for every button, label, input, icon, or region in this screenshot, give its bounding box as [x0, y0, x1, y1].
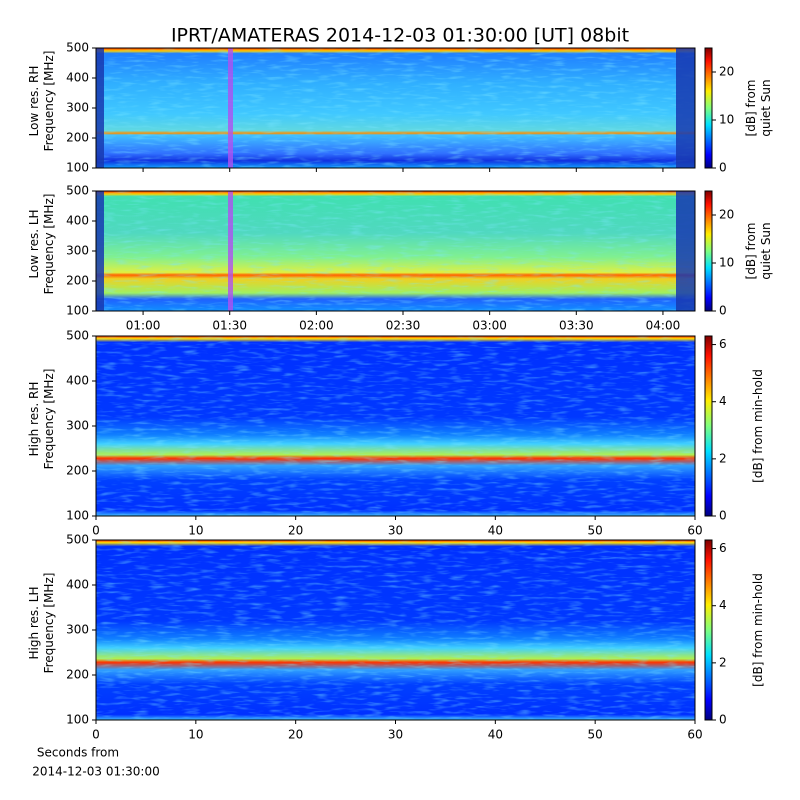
- y-tick-label: 300: [66, 101, 89, 115]
- x-tick-label: 60: [687, 524, 702, 538]
- y-tick-label: 400: [66, 214, 89, 228]
- x-tick-label: 02:00: [299, 319, 334, 333]
- axis-label-line: [dB] from min-hold: [751, 573, 765, 687]
- axis-label-line: High res. RH: [27, 382, 41, 457]
- axis-label-line: Frequency [MHz]: [42, 51, 56, 152]
- axis-label: Low res. RHFrequency [MHz]: [27, 51, 56, 152]
- x-tick-label: 20: [288, 728, 303, 742]
- x-tick-label: 03:00: [472, 319, 507, 333]
- x-tick-label: 04:00: [646, 319, 681, 333]
- axis-label-line: High res. LH: [27, 586, 41, 659]
- interval-marker: [228, 48, 233, 168]
- x-tick-label: 0: [92, 728, 100, 742]
- x-tick-label: 40: [488, 728, 503, 742]
- y-tick-label: 300: [66, 623, 89, 637]
- y-tick-label: 300: [66, 244, 89, 258]
- colorbar-tick-label: 10: [719, 256, 734, 270]
- x-tick-label: 30: [388, 728, 403, 742]
- colorbar-tick-label: 4: [719, 598, 727, 612]
- x-tick-label: 10: [188, 524, 203, 538]
- axis-label-line: Low res. LH: [27, 209, 41, 278]
- axis-label-line: quiet Sun: [759, 222, 773, 279]
- colorbar-tick-label: 2: [719, 451, 727, 465]
- colorbar: [704, 47, 713, 169]
- x-tick-label: 10: [188, 728, 203, 742]
- edge-strip: [676, 191, 695, 311]
- y-tick-label: 200: [66, 668, 89, 682]
- colorbar-tick-label: 0: [719, 161, 727, 175]
- y-tick-label: 400: [66, 578, 89, 592]
- axis-label: High res. LHFrequency [MHz]: [27, 573, 56, 674]
- colorbar: [704, 190, 713, 312]
- colorbar-tick-label: 0: [719, 713, 727, 727]
- y-tick-label: 100: [66, 713, 89, 727]
- axis-label: [dB] from min-hold: [751, 573, 765, 687]
- edge-strip: [96, 191, 104, 311]
- y-tick-label: 200: [66, 274, 89, 288]
- edge-strip: [676, 48, 695, 168]
- axis-label: Low res. LHFrequency [MHz]: [27, 194, 56, 295]
- axis-label: [dB] fromquiet Sun: [744, 79, 773, 136]
- colorbar-tick-label: 20: [719, 65, 734, 79]
- spectrogram-texture: [96, 48, 695, 168]
- x-tick-label: 50: [588, 524, 603, 538]
- colorbar-tick-label: 6: [719, 337, 727, 351]
- x-tick-label: 20: [288, 524, 303, 538]
- colorbar-tick-label: 0: [719, 509, 727, 523]
- x-tick-label: 01:00: [126, 319, 161, 333]
- axis-label-line: [dB] from: [744, 80, 758, 137]
- interval-marker: [228, 191, 233, 311]
- y-tick-label: 500: [66, 184, 89, 198]
- y-tick-label: 200: [66, 131, 89, 145]
- axis-label-line: Frequency [MHz]: [42, 194, 56, 295]
- y-tick-label: 400: [66, 71, 89, 85]
- edge-strip: [96, 48, 104, 168]
- x-axis-label: 2014-12-03 01:30:00: [32, 765, 159, 779]
- spectrogram-texture: [96, 336, 695, 516]
- axis-label-line: [dB] from min-hold: [751, 369, 765, 483]
- axis-label-line: [dB] from: [744, 223, 758, 280]
- spectrogram-texture: [96, 540, 695, 720]
- axis-label-line: Low res. RH: [27, 66, 41, 137]
- x-tick-label: 60: [687, 728, 702, 742]
- x-axis-label: Seconds from: [37, 746, 119, 760]
- colorbar-tick-label: 4: [719, 394, 727, 408]
- colorbar-tick-label: 0: [719, 304, 727, 318]
- y-tick-label: 500: [66, 329, 89, 343]
- y-tick-label: 100: [66, 161, 89, 175]
- colorbar-tick-label: 2: [719, 655, 727, 669]
- colorbar-tick-label: 10: [719, 113, 734, 127]
- x-tick-label: 50: [588, 728, 603, 742]
- axis-label: [dB] from min-hold: [751, 369, 765, 483]
- y-tick-label: 300: [66, 419, 89, 433]
- colorbar: [704, 335, 713, 517]
- y-tick-label: 400: [66, 374, 89, 388]
- axis-label-line: Frequency [MHz]: [42, 573, 56, 674]
- spectrogram-texture: [96, 191, 695, 311]
- x-tick-label: 0: [92, 524, 100, 538]
- axis-label-line: Frequency [MHz]: [42, 369, 56, 470]
- x-tick-label: 03:30: [559, 319, 594, 333]
- y-tick-label: 200: [66, 464, 89, 478]
- colorbar: [704, 539, 713, 721]
- chart-title: IPRT/AMATERAS 2014-12-03 01:30:00 [UT] 0…: [171, 25, 629, 47]
- axis-label: High res. RHFrequency [MHz]: [27, 369, 56, 470]
- colorbar-tick-label: 6: [719, 541, 727, 555]
- x-tick-label: 40: [488, 524, 503, 538]
- axis-label-line: quiet Sun: [759, 79, 773, 136]
- colorbar-tick-label: 20: [719, 208, 734, 222]
- y-tick-label: 100: [66, 304, 89, 318]
- axis-label: [dB] fromquiet Sun: [744, 222, 773, 279]
- x-tick-label: 30: [388, 524, 403, 538]
- x-tick-label: 02:30: [386, 319, 421, 333]
- y-tick-label: 500: [66, 41, 89, 55]
- y-tick-label: 500: [66, 533, 89, 547]
- y-tick-label: 100: [66, 509, 89, 523]
- x-tick-label: 01:30: [212, 319, 247, 333]
